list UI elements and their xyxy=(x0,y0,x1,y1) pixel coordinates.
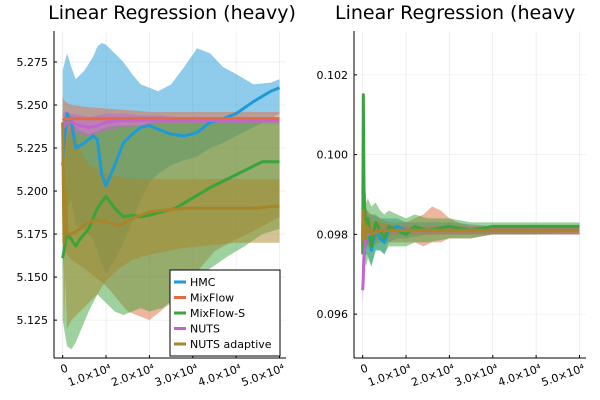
y-tick-label: 5.250 xyxy=(17,99,49,112)
x-tick-label: 1.0×10⁴ xyxy=(66,361,113,389)
legend-box xyxy=(169,269,281,357)
band-mixflow-s xyxy=(362,98,580,295)
y-tick-label: 0.100 xyxy=(317,149,349,162)
legend-label-nuts-adaptive: NUTS adaptive xyxy=(190,338,272,351)
x-tick-label: 3.0×10⁴ xyxy=(153,361,200,389)
y-tick-label: 0.102 xyxy=(317,69,349,82)
x-tick-label: 4.0×10⁴ xyxy=(496,361,543,389)
x-tick-label: 5.0×10⁴ xyxy=(240,361,287,389)
x-tick-label: 0 xyxy=(359,362,370,377)
legend-label-mixflow: MixFlow xyxy=(190,292,234,305)
legend-label-mixflow-s: MixFlow-S xyxy=(190,307,245,320)
y-tick-label: 0.096 xyxy=(317,308,349,321)
bands-right xyxy=(362,98,580,303)
line-mixflow-s xyxy=(61,160,280,259)
legend-label-hmc: HMC xyxy=(190,276,216,289)
band-nuts-adaptive xyxy=(62,96,280,329)
x-tick-label: 4.0×10⁴ xyxy=(196,361,243,389)
x-tick-label: 5.0×10⁴ xyxy=(540,361,587,389)
chart-title-right: Linear Regression (heavy xyxy=(335,2,575,24)
axes-right xyxy=(353,31,586,359)
lines-left xyxy=(61,86,281,259)
legend: HMC MixFlow MixFlow-S NUTS NUTS adaptive xyxy=(169,269,281,357)
line-nuts xyxy=(61,118,280,130)
legend-label-nuts: NUTS xyxy=(190,323,220,336)
x-tick-label: 1.0×10⁴ xyxy=(366,361,413,389)
x-tick-label: 0 xyxy=(59,362,70,377)
grid-right xyxy=(354,31,586,358)
y-tick-label: 5.275 xyxy=(17,56,49,69)
chart-panel-left: Linear Regression (heavy) 5.125 5.150 5.17… xyxy=(17,2,296,389)
chart-title-left: Linear Regression (heavy) xyxy=(48,2,296,24)
x-tick-label: 2.0×10⁴ xyxy=(410,361,457,389)
x-tick-label: 2.0×10⁴ xyxy=(110,361,157,389)
ticks-left: 5.125 5.150 5.175 5.200 5.225 5.250 5.275 01.0×… xyxy=(17,56,288,389)
line-nuts-adaptive xyxy=(361,208,580,243)
axes-left xyxy=(53,31,286,359)
y-tick-label: 0.098 xyxy=(317,228,349,241)
y-tick-label: 5.200 xyxy=(17,185,49,198)
line-mixflow xyxy=(61,117,280,122)
chart-panel-right: Linear Regression (heavy 0.096 0.098 0.100… xyxy=(317,2,588,389)
y-tick-label: 5.175 xyxy=(17,228,49,241)
lines-right xyxy=(361,93,580,291)
y-tick-label: 5.150 xyxy=(17,271,49,284)
y-tick-label: 5.125 xyxy=(17,314,49,327)
x-tick-label: 3.0×10⁴ xyxy=(453,361,500,389)
line-nuts-adaptive xyxy=(61,122,280,245)
y-tick-label: 5.225 xyxy=(17,142,49,155)
